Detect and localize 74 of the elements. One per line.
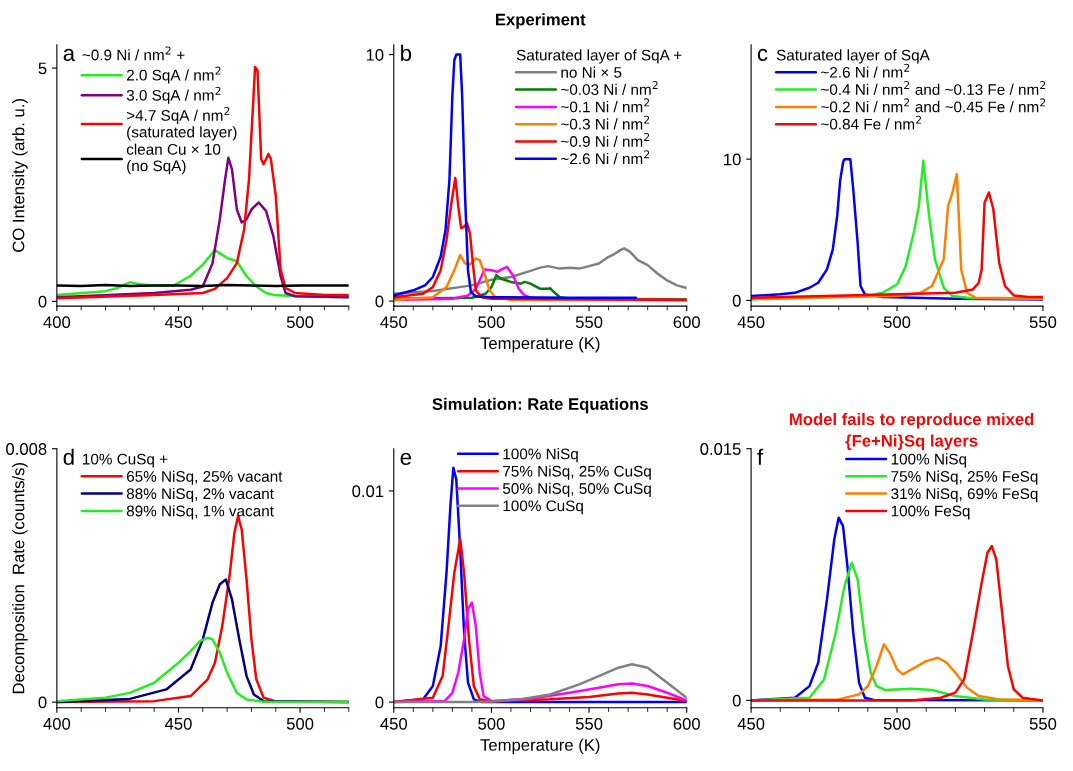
x-tick-label: 450 (380, 717, 408, 730)
chart-title: Simulation: Rate Equations (432, 397, 648, 414)
x-axis-title: Temperature (K) (480, 738, 600, 755)
y-tick-label: 10 (366, 48, 384, 61)
y-tick-label: 0 (732, 294, 741, 307)
legend-label: 100% NiSq (503, 448, 578, 463)
legend-label: ~0.1 Ni / nm$^{2}$ (561, 98, 650, 113)
legend-label: ~2.6 Ni / nm$^{2}$ (821, 63, 910, 78)
x-tick-label: 450 (737, 316, 765, 329)
legend-label: 100% FeSq (891, 505, 970, 520)
y-tick-label: 0.008 (6, 443, 47, 455)
legend-label: 100% CuSq (503, 500, 583, 515)
x-tick-label: 450 (737, 717, 765, 730)
x-tick-label: 500 (883, 717, 911, 730)
x-tick-label: 400 (43, 316, 71, 329)
y-tick-label: 0 (38, 696, 47, 709)
legend-label: ~2.6 Ni / nm$^{2}$ (561, 150, 650, 165)
annotation: f (757, 448, 764, 465)
legend-title: Saturated layer of SqA + (516, 49, 682, 64)
chart-title: Experiment (495, 13, 586, 29)
x-tick-label: 600 (673, 316, 700, 329)
legend-title: 10% CuSq + (83, 453, 168, 468)
y-tick-label: 10 (724, 153, 741, 166)
x-tick-label: 500 (286, 717, 314, 730)
legend-label: 50% NiSq, 50% CuSq (502, 482, 651, 497)
legend-label: ~0.4 Ni / nm$^{2}$ and ~0.13 Fe / nm$^{2}$ (821, 81, 1046, 95)
annotation: d (63, 448, 74, 466)
x-tick-label: 500 (883, 316, 911, 329)
y-tick-label: 5 (38, 62, 47, 75)
x-tick-label: 550 (575, 316, 603, 329)
legend-label: 89% NiSq, 1% vacant (126, 505, 274, 520)
y-tick-label: 0 (375, 696, 384, 709)
y-tick-label: 0.015 (700, 443, 741, 455)
x-tick-label: 500 (286, 316, 314, 329)
x-tick-label: 550 (575, 717, 603, 730)
y-tick-label: 0.01 (352, 485, 384, 498)
legend-label: 75% NiSq, 25% FeSq (891, 470, 1038, 485)
legend-label: 3.0 SqA / nm$^{2}$ (126, 86, 221, 104)
annotation: e (400, 452, 412, 466)
legend-title: ~0.9 Ni / nm$^{2}$ + (82, 46, 185, 61)
legend-label: ~0.2 Ni / nm$^{2}$ and ~0.45 Fe / nm$^{2}$ (821, 98, 1046, 113)
y-axis-title: Decomposition Rate (counts/s) (12, 463, 28, 694)
y-tick-label: 0 (375, 295, 384, 308)
annotation: a (63, 48, 76, 62)
x-tick-label: 500 (478, 316, 505, 329)
x-tick-label: 450 (380, 316, 408, 329)
legend-label: clean Cu × 10 (no SqA) (126, 143, 221, 175)
y-axis-title: CO Intensity (arb. u.) (12, 99, 28, 252)
legend-label: ~0.9 Ni / nm$^{2}$ (561, 132, 650, 147)
legend-title: Saturated layer of SqA (776, 49, 930, 64)
x-tick-label: 450 (164, 717, 192, 730)
legend-label: no Ni × 5 (561, 66, 622, 78)
legend-label: ~0.3 Ni / nm$^{2}$ (561, 115, 650, 130)
x-tick-label: 550 (1029, 316, 1057, 329)
x-tick-label: 400 (43, 717, 71, 730)
x-tick-label: 550 (1029, 717, 1057, 730)
x-tick-label: 500 (478, 717, 505, 730)
legend-label: 88% NiSq, 2% vacant (126, 487, 274, 503)
legend-label: ~0.84 Fe / nm$^{2}$ (821, 115, 921, 130)
y-tick-label: 0 (732, 694, 741, 707)
legend-label: 31% NiSq, 69% FeSq (891, 487, 1038, 503)
legend-label: 75% NiSq, 25% CuSq (503, 465, 651, 480)
legend-label: 65% NiSq, 25% vacant (126, 470, 283, 485)
legend-label: ~0.03 Ni / nm$^{2}$ (561, 81, 658, 95)
legend-label: 2.0 SqA / nm$^{2}$ (126, 66, 221, 84)
y-tick-label: 0 (38, 295, 47, 308)
annotation: b (401, 44, 412, 62)
legend-label: 100% NiSq (891, 453, 967, 468)
annotation: Model fails to reproduce mixed {Fe+Ni}Sq layers (790, 412, 1034, 451)
x-tick-label: 600 (673, 717, 700, 730)
x-tick-label: 450 (164, 316, 192, 329)
annotation: c (757, 48, 768, 62)
x-axis-title: Temperature (K) (480, 336, 600, 353)
legend-label: >4.7 SqA / nm$^{2}$ (saturated layer) (126, 106, 237, 141)
